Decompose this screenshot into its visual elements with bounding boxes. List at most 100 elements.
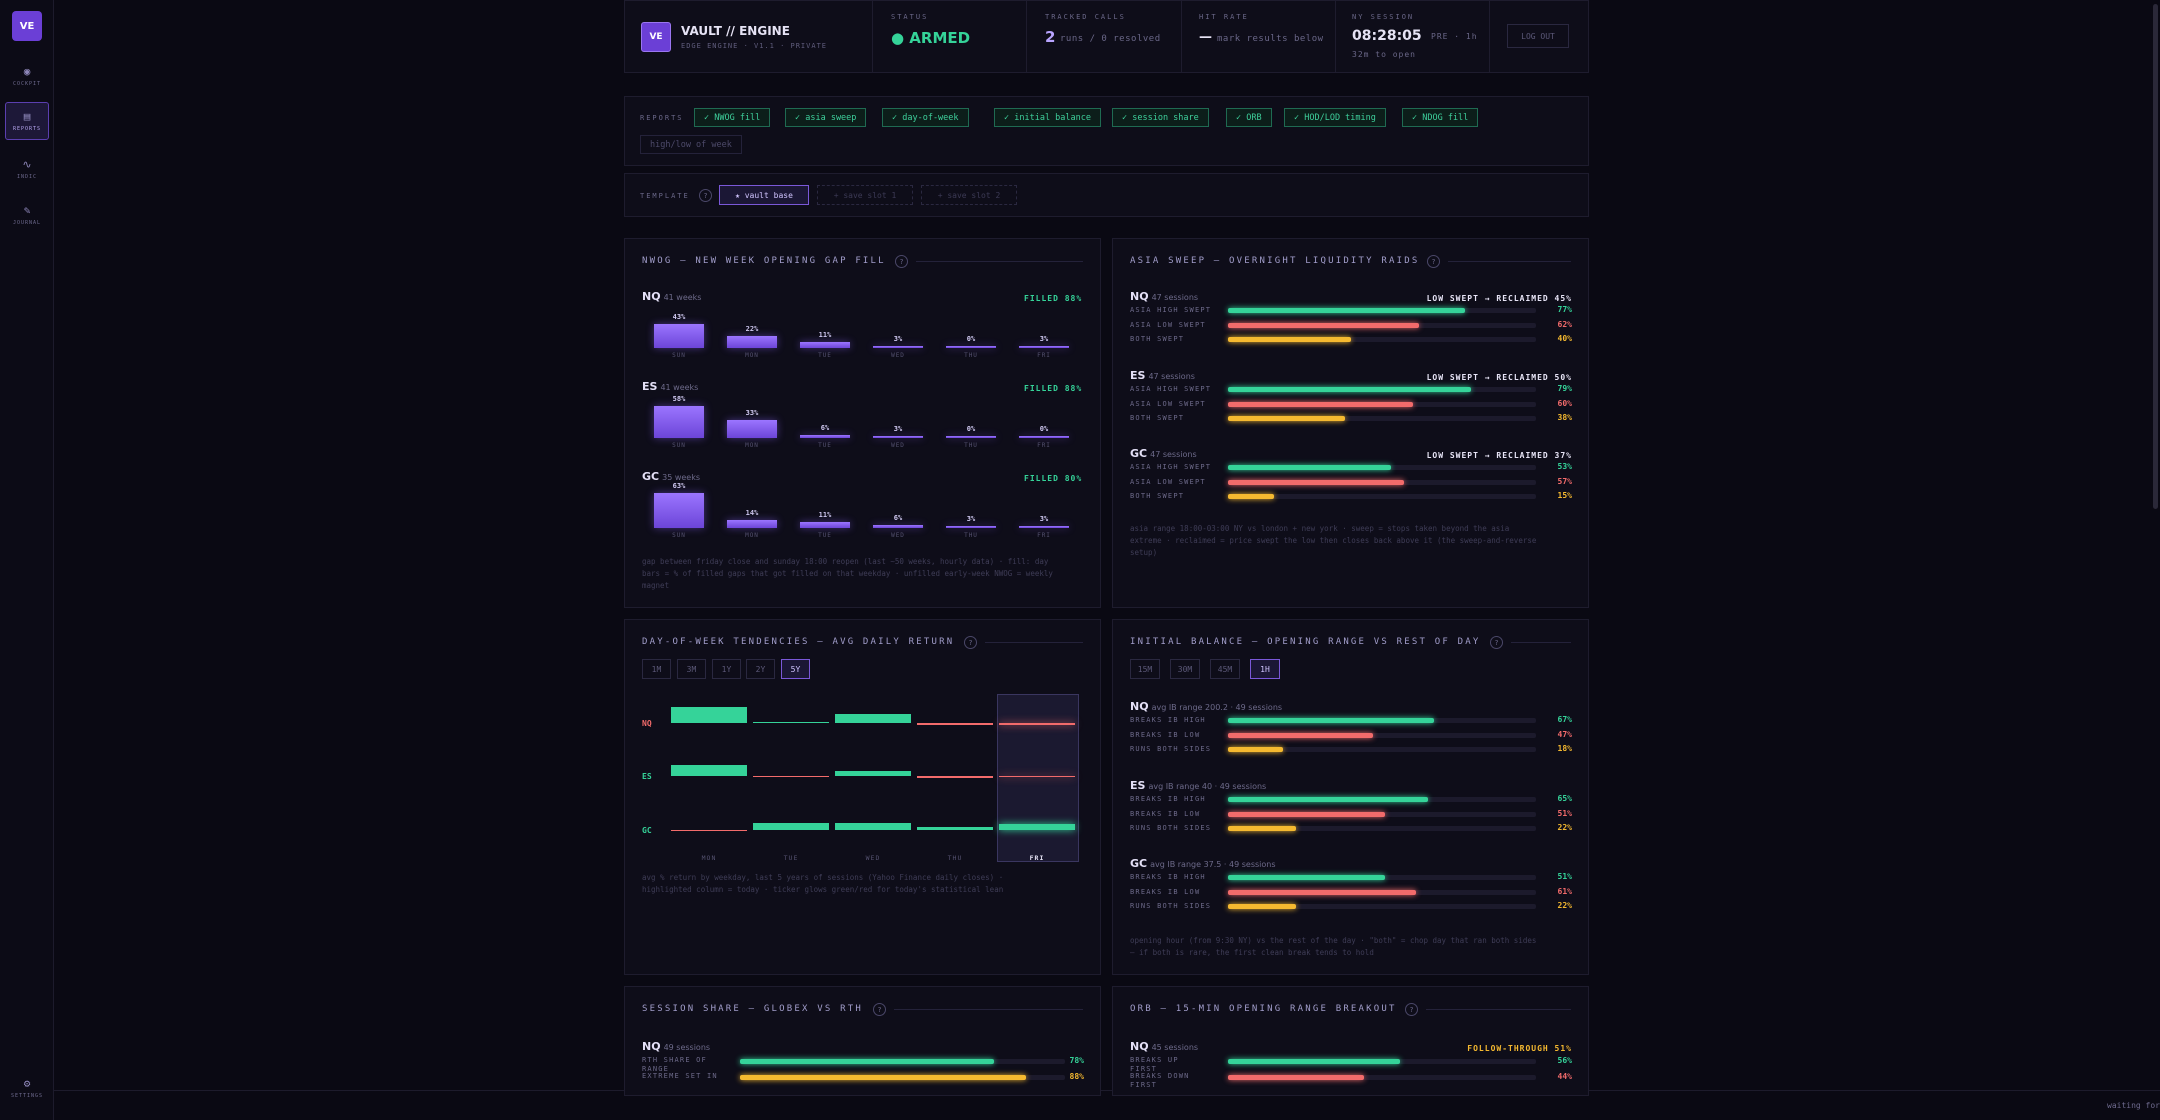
app-logo[interactable]: VE: [12, 11, 42, 41]
logout-button[interactable]: LOG OUT: [1507, 24, 1569, 48]
help-icon[interactable]: ?: [1490, 636, 1503, 649]
bar-fill: [1228, 494, 1275, 499]
range-button[interactable]: 3M: [677, 659, 706, 679]
dow-bar: [753, 823, 829, 830]
row-label: BREAKS IB HIGH: [1130, 873, 1206, 881]
instrument-info: 47 sessions: [1150, 450, 1197, 459]
divider: [1026, 0, 1027, 73]
help-icon[interactable]: ?: [1427, 255, 1440, 268]
nwog-day-label: MON: [745, 532, 759, 539]
bar-track: [1228, 904, 1536, 909]
nav-indic[interactable]: ∿ INDIC: [5, 150, 49, 188]
row-label: RUNS BOTH SIDES: [1130, 824, 1212, 832]
range-button[interactable]: 2Y: [746, 659, 775, 679]
instrument-symbol: NQ avg IB range 200.2 · 49 sessions: [1130, 700, 1282, 713]
bar-pct: 61%: [1557, 886, 1572, 896]
nwog-bar: [727, 336, 777, 348]
nwog-day-label: WED: [891, 352, 905, 359]
report-chip[interactable]: ✓ asia sweep: [785, 108, 867, 127]
divider: [985, 642, 1083, 643]
range-button[interactable]: 15M: [1130, 659, 1160, 679]
note-line: asia range 18:00-03:00 NY vs london + ne…: [1130, 524, 1510, 533]
template-slot-1[interactable]: + save slot 1: [817, 185, 913, 205]
nav-journal[interactable]: ✎ JOURNAL: [5, 196, 49, 234]
report-chip[interactable]: ✓ NWOG fill: [694, 108, 771, 127]
scrollbar[interactable]: [2153, 4, 2158, 509]
nav-reports[interactable]: ▤ REPORTS: [5, 102, 49, 140]
bar-track: [1228, 732, 1536, 738]
report-chip[interactable]: high/low of week: [640, 135, 742, 154]
nav-settings[interactable]: ⚙ SETTINGS: [5, 1069, 49, 1107]
report-chip[interactable]: ✓ initial balance: [994, 108, 1101, 127]
nwog-note: gap between friday close and sunday 18:0…: [642, 556, 1082, 592]
symbol: GC: [642, 470, 660, 483]
nwog-day-label: TUE: [818, 532, 832, 539]
nwog-bar: [1019, 436, 1069, 438]
report-chip[interactable]: ✓ NDOG fill: [1402, 108, 1479, 127]
nwog-day-label: FRI: [1037, 442, 1051, 449]
nwog-day-label: SUN: [672, 352, 686, 359]
divider: [1448, 261, 1571, 262]
help-icon[interactable]: ?: [1405, 1003, 1418, 1016]
sessions-count: 49 sessions: [663, 1043, 711, 1052]
range-button[interactable]: 30M: [1170, 659, 1200, 679]
report-chip[interactable]: ✓ session share: [1112, 108, 1209, 127]
help-icon[interactable]: ?: [895, 255, 908, 268]
symbol: ES: [1130, 369, 1146, 382]
range-button[interactable]: 1H: [1250, 659, 1280, 679]
bar-fill: [740, 1075, 1026, 1080]
bar-track: [1228, 337, 1536, 342]
sidebar: VE ◉ COCKPIT ▤ REPORTS ∿ INDIC ✎ JOURNAL ⚙ SE…: [0, 0, 54, 1120]
nwog-bar: [873, 525, 923, 528]
nwog-bar-label: 63%: [672, 482, 686, 490]
row-label: ASIA HIGH SWEPT: [1130, 306, 1212, 314]
range-button[interactable]: 1Y: [712, 659, 741, 679]
range-button[interactable]: 45M: [1210, 659, 1240, 679]
bar-fill: [1228, 826, 1296, 831]
nwog-bar-label: 58%: [672, 395, 686, 403]
filled-pct: FILLED 80%: [1024, 474, 1083, 483]
bar-track: [1228, 747, 1536, 752]
help-icon[interactable]: ?: [964, 636, 977, 649]
row-label: RUNS BOTH SIDES: [1130, 745, 1212, 753]
nav-cockpit[interactable]: ◉ COCKPIT: [5, 57, 49, 95]
bar-fill: [1228, 797, 1429, 802]
bar-pct: 51%: [1557, 808, 1572, 818]
report-chip[interactable]: ✓ ORB: [1226, 108, 1272, 127]
instrument-symbol: GC 35 weeks: [642, 470, 700, 483]
range-button[interactable]: 5Y: [781, 659, 810, 679]
template-slot-vault-base[interactable]: ★ vault base: [719, 185, 809, 205]
dow-bar: [835, 771, 911, 776]
dow-bar: [671, 707, 747, 723]
divider: [894, 1009, 1083, 1010]
row-label: RTH SHARE OF RANGE: [642, 1056, 707, 1073]
nwog-bar: [1019, 346, 1069, 348]
instrument-symbol: NQ 45 sessions: [1130, 1040, 1198, 1053]
help-icon[interactable]: ?: [699, 189, 712, 202]
instrument-tag: LOW SWEPT → RECLAIMED 50%: [1426, 373, 1572, 382]
row-label: BOTH SWEPT: [1130, 335, 1185, 343]
help-icon[interactable]: ?: [873, 1003, 886, 1016]
row-label: ASIA LOW SWEPT: [1130, 320, 1206, 329]
dow-bar: [753, 776, 829, 777]
range-button[interactable]: 1M: [642, 659, 671, 679]
hit-rate-detail: mark results below: [1217, 34, 1324, 44]
bar-pct: 77%: [1557, 305, 1572, 314]
bar-fill: [1228, 732, 1373, 738]
template-slot-2[interactable]: + save slot 2: [921, 185, 1017, 205]
divider: [1511, 642, 1571, 643]
nwog-bar-label: 11%: [818, 331, 832, 339]
row-label: ASIA LOW SWEPT: [1130, 477, 1206, 486]
weeks-count: 41 weeks: [660, 383, 699, 392]
dow-bar: [917, 776, 993, 778]
reports-icon: ▤: [23, 109, 31, 123]
nwog-bar-label: 43%: [672, 313, 686, 321]
row-label: BREAKS IB LOW: [1130, 730, 1201, 739]
report-chip[interactable]: ✓ day-of-week: [882, 108, 969, 127]
nwog-bar-label: 33%: [745, 409, 759, 417]
report-chip[interactable]: ✓ HOD/LOD timing: [1284, 108, 1386, 127]
tracked-count: 2: [1045, 28, 1056, 46]
nwog-bar: [654, 324, 704, 348]
bar-track: [1228, 875, 1536, 880]
nwog-bar: [654, 406, 704, 438]
